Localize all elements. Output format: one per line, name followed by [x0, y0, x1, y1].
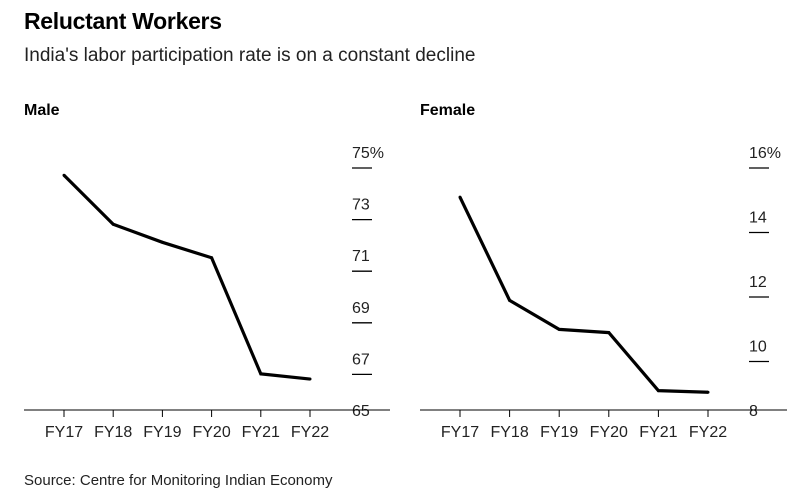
female-data-point	[656, 389, 660, 393]
male-x-tick-label: FY20	[192, 424, 230, 441]
female-x-tick-label: FY19	[540, 424, 578, 441]
chart-title: Reluctant Workers	[24, 8, 222, 34]
source-note: Source: Centre for Monitoring Indian Eco…	[24, 472, 333, 489]
female-y-tick-label: 16%	[749, 145, 781, 162]
male-x-tick-label: FY22	[291, 424, 329, 441]
female-y-tick-label: 12	[749, 274, 767, 291]
male-series-line	[62, 174, 311, 381]
male-data-point	[111, 222, 115, 226]
female-y-tick-label: 10	[749, 339, 767, 356]
male-y-tick-label: 67	[352, 351, 370, 368]
male-y-tick-label: 69	[352, 300, 370, 317]
male-x-tick-label: FY17	[45, 424, 83, 441]
female-panel-title: Female	[420, 102, 475, 119]
male-x-tick-label: FY18	[94, 424, 132, 441]
male-data-point	[210, 256, 214, 260]
female-x-tick-label: FY17	[441, 424, 479, 441]
female-x-tick-label: FY21	[639, 424, 677, 441]
male-data-point	[259, 372, 263, 376]
female-plot: 16% 14 12 10 8 FY17 FY18 FY19 FY20 FY21 FY22	[420, 145, 787, 441]
female-data-point	[508, 298, 512, 302]
female-y-tick-label: 14	[749, 210, 767, 227]
male-y-tick-label: 65	[352, 403, 370, 420]
male-panel: Male	[24, 102, 60, 119]
male-x-tick-label: FY19	[143, 424, 181, 441]
male-plot: 75% 73 71 69 67 65 FY17 FY18 FY19 FY20 FY21 FY22	[24, 145, 390, 441]
male-y-tick-label: 75%	[352, 145, 384, 162]
male-y-tick-label: 73	[352, 197, 370, 214]
male-data-point	[308, 377, 312, 381]
female-x-tick-label: FY18	[490, 424, 528, 441]
female-data-point	[706, 390, 710, 394]
female-y-tick-label: 8	[749, 403, 758, 420]
female-data-point	[557, 327, 561, 331]
female-panel: Female	[420, 102, 475, 119]
female-x-tick-label: FY20	[590, 424, 628, 441]
chart-subtitle: India's labor participation rate is on a…	[24, 45, 476, 66]
male-data-point	[62, 173, 66, 177]
male-data-point	[160, 240, 164, 244]
male-y-tick-label: 71	[352, 248, 370, 265]
male-panel-title: Male	[24, 102, 60, 119]
female-x-tick-label: FY22	[689, 424, 727, 441]
female-data-point	[607, 331, 611, 335]
female-data-point	[458, 195, 462, 199]
male-x-tick-label: FY21	[242, 424, 280, 441]
female-series-line	[458, 196, 709, 394]
